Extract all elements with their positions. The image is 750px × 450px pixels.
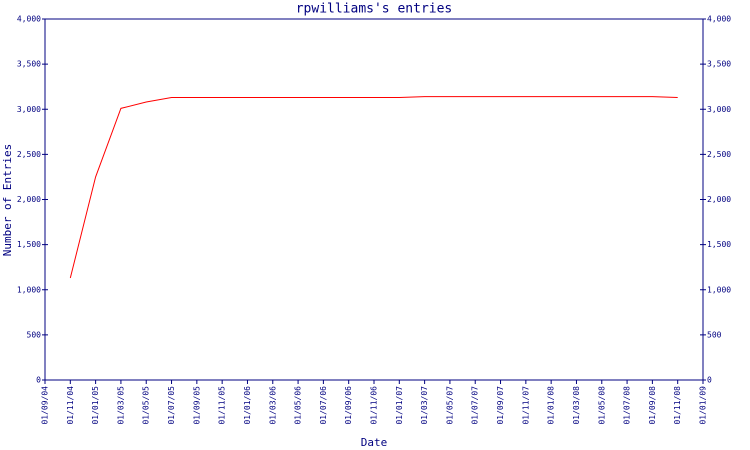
x-tick-label: 01/11/04 xyxy=(66,386,75,425)
x-tick-label: 01/01/09 xyxy=(699,386,708,425)
data-line xyxy=(69,96,678,279)
x-tick-label: 01/07/06 xyxy=(319,386,328,425)
x-tick-label: 01/09/06 xyxy=(344,386,353,425)
x-tick-label: 01/07/05 xyxy=(167,386,176,425)
x-tick-label: 01/07/07 xyxy=(471,386,480,425)
x-tick-label: 01/09/08 xyxy=(648,386,657,425)
y-tick-label: 0 xyxy=(36,376,41,385)
y2-tick-label: 1,000 xyxy=(707,285,731,294)
x-tick-label: 01/07/08 xyxy=(623,386,632,425)
y2-tick-label: 0 xyxy=(707,376,712,385)
y-tick-label: 3,000 xyxy=(17,105,41,114)
y-tick-label: 4,000 xyxy=(17,15,41,24)
y2-tick-label: 2,000 xyxy=(707,195,731,204)
y2-tick-label: 500 xyxy=(707,330,722,339)
x-tick-label: 01/11/08 xyxy=(673,386,682,425)
x-tick-label: 01/03/06 xyxy=(268,386,277,425)
x-tick-label: 01/09/04 xyxy=(41,386,50,425)
x-tick-label: 01/03/08 xyxy=(572,386,581,425)
x-tick-label: 01/05/08 xyxy=(597,386,606,425)
y-axis-label: Number of Entries xyxy=(1,144,14,257)
y2-tick-label: 1,500 xyxy=(707,240,731,249)
x-tick-label: 01/01/08 xyxy=(547,386,556,425)
y2-tick-label: 3,500 xyxy=(707,60,731,69)
x-tick-label: 01/05/07 xyxy=(445,386,454,425)
y-tick-label: 2,500 xyxy=(17,150,41,159)
y-tick-label: 1,500 xyxy=(17,240,41,249)
x-tick-label: 01/09/07 xyxy=(496,386,505,425)
x-axis-label: Date xyxy=(361,436,388,449)
y-tick-label: 2,000 xyxy=(17,195,41,204)
x-tick-label: 01/01/07 xyxy=(395,386,404,425)
x-tick-label: 01/03/05 xyxy=(116,386,125,425)
x-tick-label: 01/01/05 xyxy=(91,386,100,425)
y2-tick-label: 2,500 xyxy=(707,150,731,159)
x-tick-label: 01/11/05 xyxy=(218,386,227,425)
x-tick-label: 01/09/05 xyxy=(192,386,201,425)
y2-tick-label: 4,000 xyxy=(707,15,731,24)
y-tick-label: 3,500 xyxy=(17,60,41,69)
y2-tick-label: 3,000 xyxy=(707,105,731,114)
x-tick-label: 01/11/06 xyxy=(370,386,379,425)
x-tick-label: 01/05/05 xyxy=(142,386,151,425)
plot-frame xyxy=(44,18,704,381)
x-tick-label: 01/05/06 xyxy=(294,386,303,425)
x-tick-label: 01/03/07 xyxy=(420,386,429,425)
y-tick-label: 1,000 xyxy=(17,285,41,294)
x-tick-label: 01/01/06 xyxy=(243,386,252,425)
chart-title: rpwilliams's entries xyxy=(296,2,453,17)
y-tick-label: 500 xyxy=(27,330,42,339)
x-tick-label: 01/11/07 xyxy=(521,386,530,425)
